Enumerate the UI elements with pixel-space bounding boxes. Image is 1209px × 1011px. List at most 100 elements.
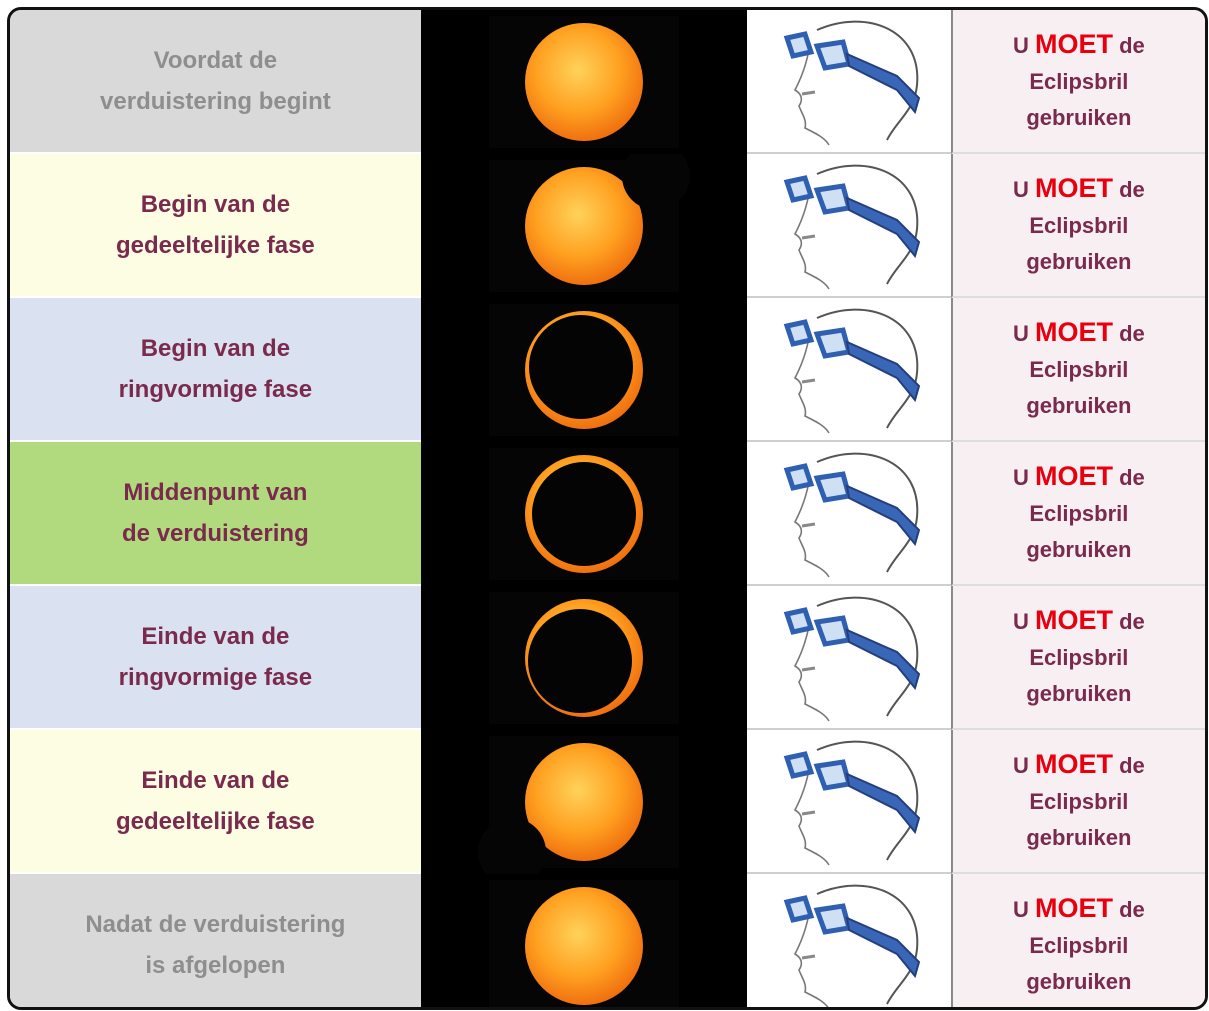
advice-line: Eclipsbril	[1029, 352, 1128, 388]
advice-word: de	[1119, 33, 1145, 58]
sun-image	[421, 10, 747, 154]
sun-image	[421, 874, 747, 1010]
advice-word: U	[1013, 465, 1029, 490]
advice-word: U	[1013, 897, 1029, 922]
advice-line: gebruiken	[1026, 676, 1131, 712]
moon	[529, 315, 633, 419]
moon	[532, 462, 636, 566]
advice-word: de	[1119, 753, 1145, 778]
advice-word: de	[1119, 609, 1145, 634]
phase-line: de verduistering	[122, 513, 309, 554]
advice-line: Eclipsbril	[1029, 496, 1128, 532]
advice-line: Eclipsbril	[1029, 784, 1128, 820]
sun-cell	[421, 586, 747, 730]
advice-line: gebruiken	[1026, 820, 1131, 856]
sun-cell	[421, 10, 747, 154]
glasses-cell	[747, 442, 951, 586]
advice-emphasis: MOET	[1035, 29, 1113, 59]
sun-cell	[421, 442, 747, 586]
advice-emphasis: MOET	[1035, 893, 1113, 923]
sun-image	[421, 154, 747, 298]
sun-disc	[525, 887, 643, 1005]
phase-line: Begin van de	[141, 328, 290, 369]
advice-line: Eclipsbril	[1029, 928, 1128, 964]
advice-emphasis: MOET	[1035, 317, 1113, 347]
phase-line: gedeeltelijke fase	[116, 801, 315, 842]
table-row: Einde van degedeeltelijke faseU MOET deE…	[10, 730, 1205, 874]
advice-line: U MOET de	[1013, 26, 1145, 64]
eclipse-glasses-icon	[747, 298, 951, 440]
advice-word: de	[1119, 465, 1145, 490]
sun-cell	[421, 298, 747, 442]
advice-line: U MOET de	[1013, 746, 1145, 784]
advice-line: U MOET de	[1013, 170, 1145, 208]
advice-word: de	[1119, 321, 1145, 346]
phase-line: ringvormige fase	[119, 657, 312, 698]
advice-line: Eclipsbril	[1029, 64, 1128, 100]
sun-cell	[421, 874, 747, 1010]
advice-line: gebruiken	[1026, 964, 1131, 1000]
sun-disc	[525, 23, 643, 141]
glasses-cell	[747, 730, 951, 874]
advice-emphasis: MOET	[1035, 461, 1113, 491]
phase-line: Voordat de	[154, 40, 278, 81]
advice-emphasis: MOET	[1035, 749, 1113, 779]
advice-emphasis: MOET	[1035, 173, 1113, 203]
eclipse-glasses-icon	[747, 586, 951, 728]
advice-line: U MOET de	[1013, 602, 1145, 640]
phase-line: Begin van de	[141, 184, 290, 225]
head-drawing	[787, 454, 919, 577]
phase-line: ringvormige fase	[119, 369, 312, 410]
advice-line: gebruiken	[1026, 388, 1131, 424]
phase-line: Einde van de	[141, 616, 289, 657]
sun-cell	[421, 154, 747, 298]
phase-line: Nadat de verduistering	[85, 904, 345, 945]
eclipse-glasses-icon	[747, 730, 951, 872]
advice-emphasis: MOET	[1035, 605, 1113, 635]
advice-word: de	[1119, 177, 1145, 202]
advice-line: gebruiken	[1026, 100, 1131, 136]
eclipse-glasses-icon	[747, 442, 951, 584]
head-drawing	[787, 22, 919, 145]
advice-line: U MOET de	[1013, 890, 1145, 928]
phase-line: Middenpunt van	[123, 472, 307, 513]
eclipse-glasses-icon	[747, 874, 951, 1010]
advice-line: gebruiken	[1026, 244, 1131, 280]
advice-word: U	[1013, 33, 1029, 58]
sun-cell	[421, 730, 747, 874]
phase-line: is afgelopen	[145, 945, 285, 986]
glasses-cell	[747, 586, 951, 730]
advice-line: U MOET de	[1013, 314, 1145, 352]
advice-word: U	[1013, 753, 1029, 778]
advice-word: U	[1013, 321, 1029, 346]
head-drawing	[787, 886, 919, 1009]
advice-line: U MOET de	[1013, 458, 1145, 496]
phase-line: verduistering begint	[100, 81, 331, 122]
advice-word: U	[1013, 609, 1029, 634]
sun-image	[421, 442, 747, 586]
glasses-cell	[747, 298, 951, 442]
page: {"table": {"rows": [ {"phase": ["Voordat…	[0, 0, 1209, 1011]
head-drawing	[787, 310, 919, 433]
eclipse-glasses-icon	[747, 10, 951, 152]
glasses-cell	[747, 10, 951, 154]
phase-line: gedeeltelijke fase	[116, 225, 315, 266]
moon	[528, 609, 632, 713]
